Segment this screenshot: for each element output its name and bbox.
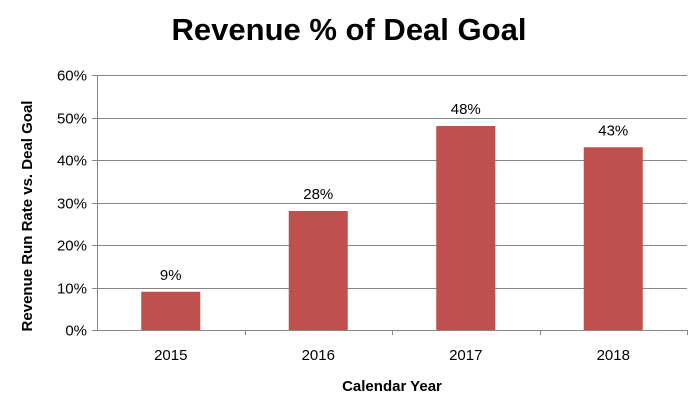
chart-title: Revenue % of Deal Goal	[172, 12, 527, 47]
x-tick-label: 2015	[154, 347, 187, 364]
y-tick-label: 20%	[57, 238, 87, 255]
bars	[141, 126, 643, 330]
x-tick-labels: 2015 2016 2017 2018	[154, 347, 630, 364]
data-label-2017: 48%	[451, 101, 481, 118]
x-tick-label: 2016	[302, 347, 335, 364]
y-tick-label: 40%	[57, 153, 87, 170]
data-label-2018: 43%	[598, 122, 628, 139]
y-tick-label: 30%	[57, 196, 87, 213]
y-tick-label: 0%	[65, 323, 87, 340]
bar-2016	[288, 211, 348, 330]
x-tick-label: 2017	[449, 347, 482, 364]
y-tick-label: 50%	[57, 111, 87, 128]
axes	[97, 75, 687, 331]
bar-2017	[436, 126, 496, 330]
y-tick-labels: 0% 10% 20% 30% 40% 50% 60%	[57, 68, 87, 340]
data-labels: 9% 28% 48% 43%	[160, 101, 628, 284]
y-tick-label: 10%	[57, 281, 87, 298]
bar-2015	[141, 291, 201, 330]
y-axis-label: Revenue Run Rate vs. Deal Goal	[19, 101, 36, 332]
data-label-2015: 9%	[160, 267, 182, 284]
x-tick-label: 2018	[597, 347, 630, 364]
x-axis-label: Calendar Year	[342, 378, 442, 395]
bar-2018	[583, 147, 643, 330]
y-tick-label: 60%	[57, 68, 87, 85]
data-label-2016: 28%	[303, 186, 333, 203]
